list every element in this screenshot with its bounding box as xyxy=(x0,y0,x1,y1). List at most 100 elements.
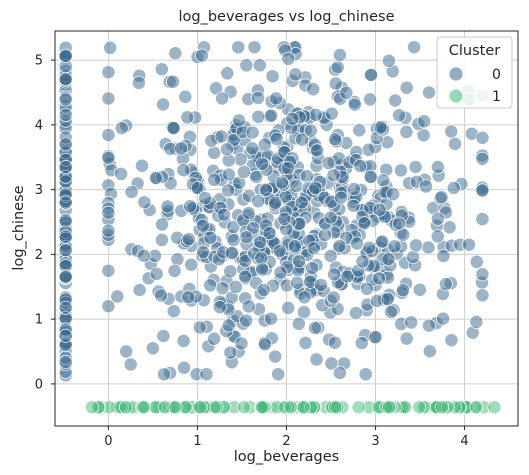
cluster-0-point xyxy=(58,229,73,244)
cluster-0-point xyxy=(119,344,134,359)
cluster-0-point xyxy=(324,106,339,121)
cluster-0-point xyxy=(394,163,408,178)
cluster-0-point xyxy=(422,318,436,333)
cluster-0-point xyxy=(281,300,296,315)
legend: Cluster 0 1 xyxy=(436,36,513,109)
cluster-0-point xyxy=(166,121,181,136)
cluster-0-point xyxy=(346,198,361,213)
cluster-1-point xyxy=(118,400,133,415)
cluster-0-point xyxy=(404,315,419,330)
cluster-0-point xyxy=(381,252,396,267)
cluster-0-point xyxy=(392,108,407,123)
cluster-0-point xyxy=(219,142,234,157)
cluster-1-point xyxy=(412,400,427,415)
y-axis-label: log_chinese xyxy=(11,185,27,270)
cluster-0-point xyxy=(192,320,207,335)
cluster-0-point xyxy=(421,240,436,255)
cluster-0-point xyxy=(408,160,423,174)
cluster-0-point xyxy=(103,40,118,55)
cluster-0-point xyxy=(475,288,490,303)
cluster-0-point xyxy=(198,191,213,206)
cluster-0-point xyxy=(58,300,73,315)
cluster-0-point xyxy=(271,367,286,382)
cluster-0-point xyxy=(154,288,168,303)
cluster-0-point xyxy=(475,183,490,198)
cluster-0-point xyxy=(268,349,283,364)
cluster-0-point xyxy=(306,82,321,97)
cluster-0-point xyxy=(177,360,192,375)
cluster-0-point xyxy=(257,137,272,152)
cluster-0-point xyxy=(354,336,369,350)
y-tick-label: 1 xyxy=(35,313,43,328)
cluster-0-point xyxy=(183,199,198,214)
scatter-points xyxy=(58,40,502,415)
cluster-0-point xyxy=(245,141,260,156)
cluster-0-point xyxy=(207,172,222,187)
cluster-0-point xyxy=(436,249,451,263)
cluster-0-point xyxy=(360,281,374,296)
cluster-0-point xyxy=(357,216,372,231)
cluster-0-point xyxy=(347,97,362,112)
cluster-0-point xyxy=(409,238,423,253)
cluster-0-point xyxy=(308,321,322,335)
cluster-0-point xyxy=(381,53,396,68)
cluster-1-point xyxy=(487,400,502,415)
cluster-0-point xyxy=(101,299,116,314)
cluster-0-point xyxy=(145,341,160,356)
cluster-0-point xyxy=(422,344,437,359)
y-tick-label: 4 xyxy=(35,118,43,133)
cluster-0-point xyxy=(392,216,406,231)
cluster-0-point xyxy=(58,92,73,107)
cluster-0-point xyxy=(239,230,254,245)
cluster-0-point xyxy=(368,330,383,345)
cluster-0-point xyxy=(372,271,387,286)
cluster-0-point xyxy=(419,179,433,194)
cluster-0-point xyxy=(469,314,484,329)
cluster-0-point xyxy=(475,212,490,227)
cluster-0-point xyxy=(264,108,279,123)
cluster-0-point xyxy=(306,241,321,256)
cluster-0-point xyxy=(209,81,224,96)
cluster-0-point xyxy=(131,75,146,90)
cluster-0-point xyxy=(236,165,251,179)
cluster-0-point xyxy=(388,93,403,108)
cluster-0-point xyxy=(58,137,73,152)
x-tick-label: 1 xyxy=(193,434,201,449)
legend-marker-1 xyxy=(448,88,464,104)
cluster-0-point xyxy=(176,163,191,178)
cluster-0-point xyxy=(475,130,490,145)
cluster-0-point xyxy=(181,232,196,247)
cluster-0-point xyxy=(280,161,295,176)
legend-label-0: 0 xyxy=(492,67,501,83)
cluster-0-point xyxy=(199,367,214,382)
cluster-0-point xyxy=(123,357,138,372)
cluster-1-point xyxy=(255,400,270,415)
cluster-0-point xyxy=(155,217,170,232)
cluster-0-point xyxy=(407,40,422,55)
cluster-0-point xyxy=(255,156,270,171)
x-tick-label: 2 xyxy=(282,434,290,449)
cluster-0-point xyxy=(363,169,378,184)
cluster-0-point xyxy=(291,316,306,331)
cluster-0-point xyxy=(384,304,398,319)
cluster-0-point xyxy=(444,124,459,139)
cluster-0-point xyxy=(399,80,414,95)
cluster-0-point xyxy=(285,111,300,126)
cluster-0-point xyxy=(387,239,402,254)
cluster-0-point xyxy=(288,67,303,82)
cluster-0-point xyxy=(298,335,313,350)
cluster-0-point xyxy=(297,305,311,320)
cluster-0-point xyxy=(323,249,338,263)
cluster-0-point xyxy=(256,283,271,297)
cluster-0-point xyxy=(350,236,364,251)
cluster-0-point xyxy=(148,171,163,185)
cluster-0-point xyxy=(363,92,378,107)
cluster-0-point xyxy=(310,143,325,158)
cluster-0-point xyxy=(251,90,266,105)
axis-ticks: 0 1 2 3 4 0 1 2 3 4 5 xyxy=(35,54,469,449)
cluster-0-point xyxy=(442,220,457,235)
cluster-0-point xyxy=(226,233,241,248)
cluster-0-point xyxy=(166,74,180,89)
cluster-0-point xyxy=(168,46,183,61)
